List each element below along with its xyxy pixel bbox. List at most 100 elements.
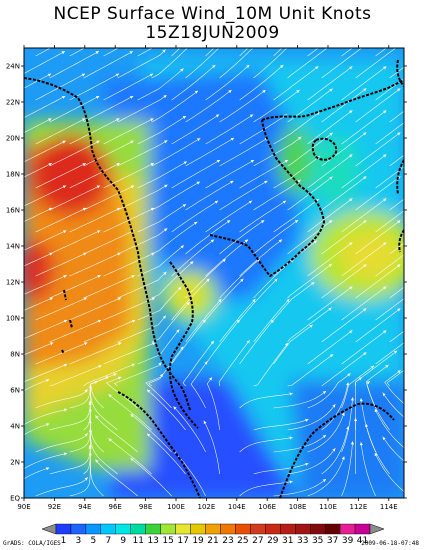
streamline — [321, 88, 367, 123]
streamline-arrow — [117, 252, 121, 256]
streamline — [375, 48, 387, 57]
streamline — [95, 459, 138, 497]
streamline — [69, 297, 122, 321]
streamline-arrow — [50, 342, 54, 346]
streamline — [90, 400, 104, 453]
colorbar-swatch — [175, 523, 191, 535]
streamline — [113, 362, 162, 387]
streamline-arrow — [349, 110, 353, 114]
streamline-arrow — [349, 242, 353, 246]
streamline — [253, 179, 301, 211]
streamline — [103, 73, 154, 101]
streamline — [321, 48, 363, 79]
streamline-arrow — [274, 278, 278, 282]
colorbar-swatch — [100, 523, 117, 535]
streamline — [49, 275, 101, 299]
lon-tick-label: 94E — [78, 503, 91, 511]
streamline-arrow — [149, 29, 152, 32]
streamline — [24, 363, 68, 383]
streamline-arrow — [116, 118, 120, 122]
streamline-arrow — [230, 137, 235, 141]
colorbar-label: 13 — [147, 536, 158, 546]
streamline — [90, 444, 104, 497]
streamline — [341, 48, 353, 57]
lat-tick-label: 22N — [6, 99, 20, 107]
colorbar-swatch — [280, 523, 296, 535]
streamline-arrow — [370, 365, 375, 369]
streamline — [307, 48, 319, 57]
streamline — [24, 379, 50, 392]
streamline — [384, 370, 404, 404]
streamline-arrow — [383, 22, 386, 25]
streamline — [108, 438, 152, 475]
streamline-arrow — [248, 200, 253, 204]
streamline — [382, 392, 404, 418]
streamline-arrow — [147, 433, 151, 437]
streamline — [341, 110, 387, 145]
streamline — [49, 319, 102, 343]
streamline-arrow — [61, 96, 66, 99]
streamline-arrow — [108, 394, 112, 398]
streamline-arrow — [178, 286, 182, 291]
streamline-arrow — [208, 377, 212, 381]
streamline — [375, 298, 404, 321]
streamline-arrow — [94, 380, 98, 384]
colorbar-swatch — [190, 523, 206, 535]
streamline-arrow — [151, 297, 155, 301]
colorbar-label: 29 — [267, 536, 279, 546]
streamline — [375, 342, 404, 365]
streamline — [389, 198, 404, 211]
streamline — [307, 198, 353, 233]
streamline-arrow — [182, 116, 187, 119]
streamline — [137, 329, 180, 365]
streamline — [103, 297, 156, 321]
streamline — [171, 159, 221, 189]
streamline-arrow — [289, 480, 293, 484]
streamline — [117, 140, 168, 167]
streamline-arrow — [162, 49, 166, 53]
streamline-arrow — [298, 136, 302, 140]
streamline — [24, 423, 50, 436]
streamline — [219, 180, 268, 211]
streamline-arrow — [236, 319, 240, 323]
streamline-arrow — [332, 448, 336, 452]
streamline-arrow — [83, 297, 87, 301]
streamline-arrow — [417, 110, 420, 113]
streamline — [219, 219, 265, 255]
streamline-arrow — [131, 275, 135, 278]
streamline-arrow — [88, 444, 92, 448]
streamline-arrow — [61, 51, 65, 55]
streamline — [307, 456, 345, 497]
streamline-arrow — [84, 433, 88, 437]
streamline — [307, 373, 351, 409]
streamline-arrow — [346, 426, 350, 430]
streamline-arrow — [84, 389, 88, 393]
streamline — [365, 423, 390, 475]
streamline-arrow — [98, 365, 102, 368]
streamline — [117, 228, 168, 255]
colorbar-swatch — [70, 523, 87, 535]
streamline — [83, 95, 134, 123]
streamline-arrow — [286, 298, 290, 303]
streamline — [83, 275, 135, 299]
streamline-arrow — [210, 340, 214, 345]
streamline — [205, 159, 255, 189]
streamline — [375, 210, 404, 233]
colorbar-label: 41 — [357, 536, 368, 546]
streamline-arrow — [383, 110, 387, 114]
streamline-arrow — [349, 286, 353, 290]
streamline — [253, 48, 288, 79]
streamline — [83, 51, 134, 79]
colorbar-swatch — [115, 523, 131, 535]
streamline-arrow — [262, 90, 266, 94]
lon-tick-label: 106E — [258, 503, 276, 511]
streamline-arrow — [417, 66, 420, 69]
streamline — [287, 307, 332, 343]
streamline — [307, 330, 353, 365]
streamline — [206, 377, 220, 431]
streamline-arrow — [359, 398, 363, 402]
streamline — [49, 230, 101, 255]
colorbar-label: 21 — [207, 536, 218, 546]
streamline-arrow — [417, 330, 420, 333]
streamline-arrow — [151, 252, 155, 256]
